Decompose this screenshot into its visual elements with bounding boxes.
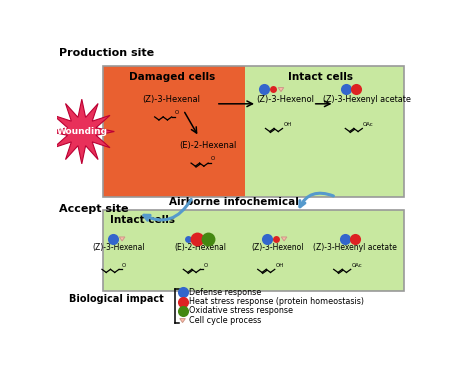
Polygon shape	[278, 88, 283, 92]
Bar	[103, 66, 245, 197]
Text: Heat stress response (protein homeostasis): Heat stress response (protein homeostasi…	[188, 297, 363, 306]
Text: OAc: OAc	[351, 263, 361, 268]
Text: (E)-2-Hexenal: (E)-2-Hexenal	[174, 243, 226, 252]
Polygon shape	[49, 99, 114, 164]
Text: Airborne infochemical: Airborne infochemical	[168, 197, 298, 207]
Text: (E)-2-Hexenal: (E)-2-Hexenal	[179, 141, 236, 150]
Text: OH: OH	[283, 122, 291, 127]
Text: (Z)-3-Hexenal: (Z)-3-Hexenal	[142, 95, 200, 104]
Text: Damaged cells: Damaged cells	[128, 72, 214, 82]
Text: Cell cycle process: Cell cycle process	[188, 316, 260, 325]
Polygon shape	[119, 237, 125, 241]
Text: O: O	[211, 157, 215, 161]
Polygon shape	[281, 237, 286, 241]
Text: O: O	[203, 263, 207, 267]
Text: O: O	[122, 263, 126, 267]
Text: Intact cells: Intact cells	[288, 72, 352, 82]
Text: Production site: Production site	[59, 48, 154, 58]
Text: Biological impact: Biological impact	[68, 293, 163, 303]
Polygon shape	[179, 319, 185, 322]
Text: Accept site: Accept site	[59, 204, 129, 214]
Text: (Z)-3-Hexenol: (Z)-3-Hexenol	[251, 243, 303, 252]
Bar	[103, 210, 403, 291]
Text: OH: OH	[275, 263, 283, 268]
Bar	[103, 66, 403, 197]
Text: O: O	[174, 110, 179, 115]
Text: (Z)-3-Hexenal: (Z)-3-Hexenal	[92, 243, 145, 252]
Text: Defense response: Defense response	[188, 288, 260, 297]
Text: (Z)-3-Hexenyl acetate: (Z)-3-Hexenyl acetate	[322, 95, 410, 104]
Text: (Z)-3-Hexenol: (Z)-3-Hexenol	[256, 95, 314, 104]
Text: Wounding: Wounding	[56, 127, 107, 136]
Text: Oxidative stress response: Oxidative stress response	[188, 306, 292, 315]
Text: OAc: OAc	[362, 122, 373, 127]
Text: Intact cells: Intact cells	[110, 216, 174, 226]
Bar	[245, 66, 403, 197]
Text: (Z)-3-Hexenyl acetate: (Z)-3-Hexenyl acetate	[313, 243, 396, 252]
